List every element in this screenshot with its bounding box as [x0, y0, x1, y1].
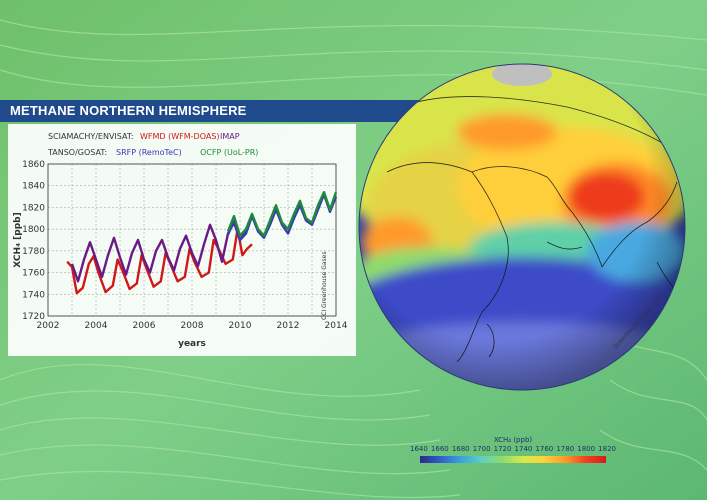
- colorbar-tick: 1660: [430, 445, 449, 453]
- colorbar-ticks: 1640 1660 1680 1700 1720 1740 1760 1780 …: [410, 445, 616, 453]
- legend-ocfp: OCFP (UoL-PR): [200, 148, 258, 157]
- series-line-wfmd: [66, 227, 253, 295]
- y-axis-label: XCH₄ [ppb]: [13, 212, 23, 267]
- series-line-imap: [70, 221, 247, 283]
- colorbar-tick: 1720: [493, 445, 512, 453]
- x-tick-label: 2010: [229, 321, 252, 331]
- colorbar-tick: 1700: [472, 445, 491, 453]
- colorbar-tick: 1740: [514, 445, 533, 453]
- colorbar-tick: 1820: [598, 445, 616, 453]
- y-tick-label: 1740: [22, 290, 45, 300]
- chart-watermark: CCI Greenhouse Gases: [321, 252, 328, 321]
- legend-row1-prefix: SCIAMACHY/ENVISAT:: [48, 132, 134, 141]
- y-tick-label: 1860: [22, 160, 45, 170]
- legend-row2-prefix: TANSO/GOSAT:: [47, 148, 107, 157]
- x-tick-label: 2004: [85, 321, 108, 331]
- colorbar-tick: 1800: [577, 445, 596, 453]
- y-tick-label: 1780: [22, 247, 45, 257]
- x-tick-label: 2002: [37, 321, 60, 331]
- colorbar-tick: 1680: [451, 445, 470, 453]
- methane-line-chart: SCIAMACHY/ENVISAT: WFMD (WFM-DOAS) IMAP …: [13, 132, 348, 349]
- methane-globe-map: [358, 63, 686, 391]
- x-tick-label: 2012: [277, 321, 300, 331]
- colorbar-tick: 1760: [535, 445, 554, 453]
- colorbar-gradient: [420, 456, 606, 463]
- colorbar-label: XCH₄ (ppb): [493, 436, 533, 444]
- grid: [47, 163, 337, 317]
- y-tick-label: 1820: [22, 203, 45, 213]
- x-tick-label: 2014: [325, 321, 348, 331]
- series-lines: [66, 191, 338, 295]
- colorbar-tick: 1780: [556, 445, 575, 453]
- y-tick-label: 1720: [22, 312, 45, 322]
- x-axis-label: years: [178, 339, 206, 349]
- y-tick-label: 1800: [22, 225, 45, 235]
- legend: SCIAMACHY/ENVISAT: WFMD (WFM-DOAS) IMAP …: [47, 132, 258, 157]
- legend-wfmd: WFMD (WFM-DOAS): [140, 132, 220, 141]
- x-tick-label: 2006: [133, 321, 156, 331]
- y-tick-label: 1760: [22, 269, 45, 279]
- chart-title: METHANE NORTHERN HEMISPHERE: [0, 100, 420, 122]
- colorbar: XCH₄ (ppb) 1640 1660 1680 1700 1720 1740…: [410, 436, 616, 480]
- colorbar-tick: 1640: [410, 445, 428, 453]
- legend-imap: IMAP: [220, 132, 240, 141]
- plot-frame: [47, 163, 337, 317]
- series-line-ocfp: [226, 191, 338, 237]
- y-tick-label: 1840: [22, 182, 45, 192]
- axes: 2002 2004 2006 2008 2010 2012 2014 1720 1740 1760…: [13, 160, 348, 349]
- x-tick-label: 2008: [181, 321, 204, 331]
- legend-srfp: SRFP (RemoTeC): [116, 148, 182, 157]
- series-line-srfp: [226, 193, 338, 242]
- chart-panel: SCIAMACHY/ENVISAT: WFMD (WFM-DOAS) IMAP …: [8, 124, 356, 356]
